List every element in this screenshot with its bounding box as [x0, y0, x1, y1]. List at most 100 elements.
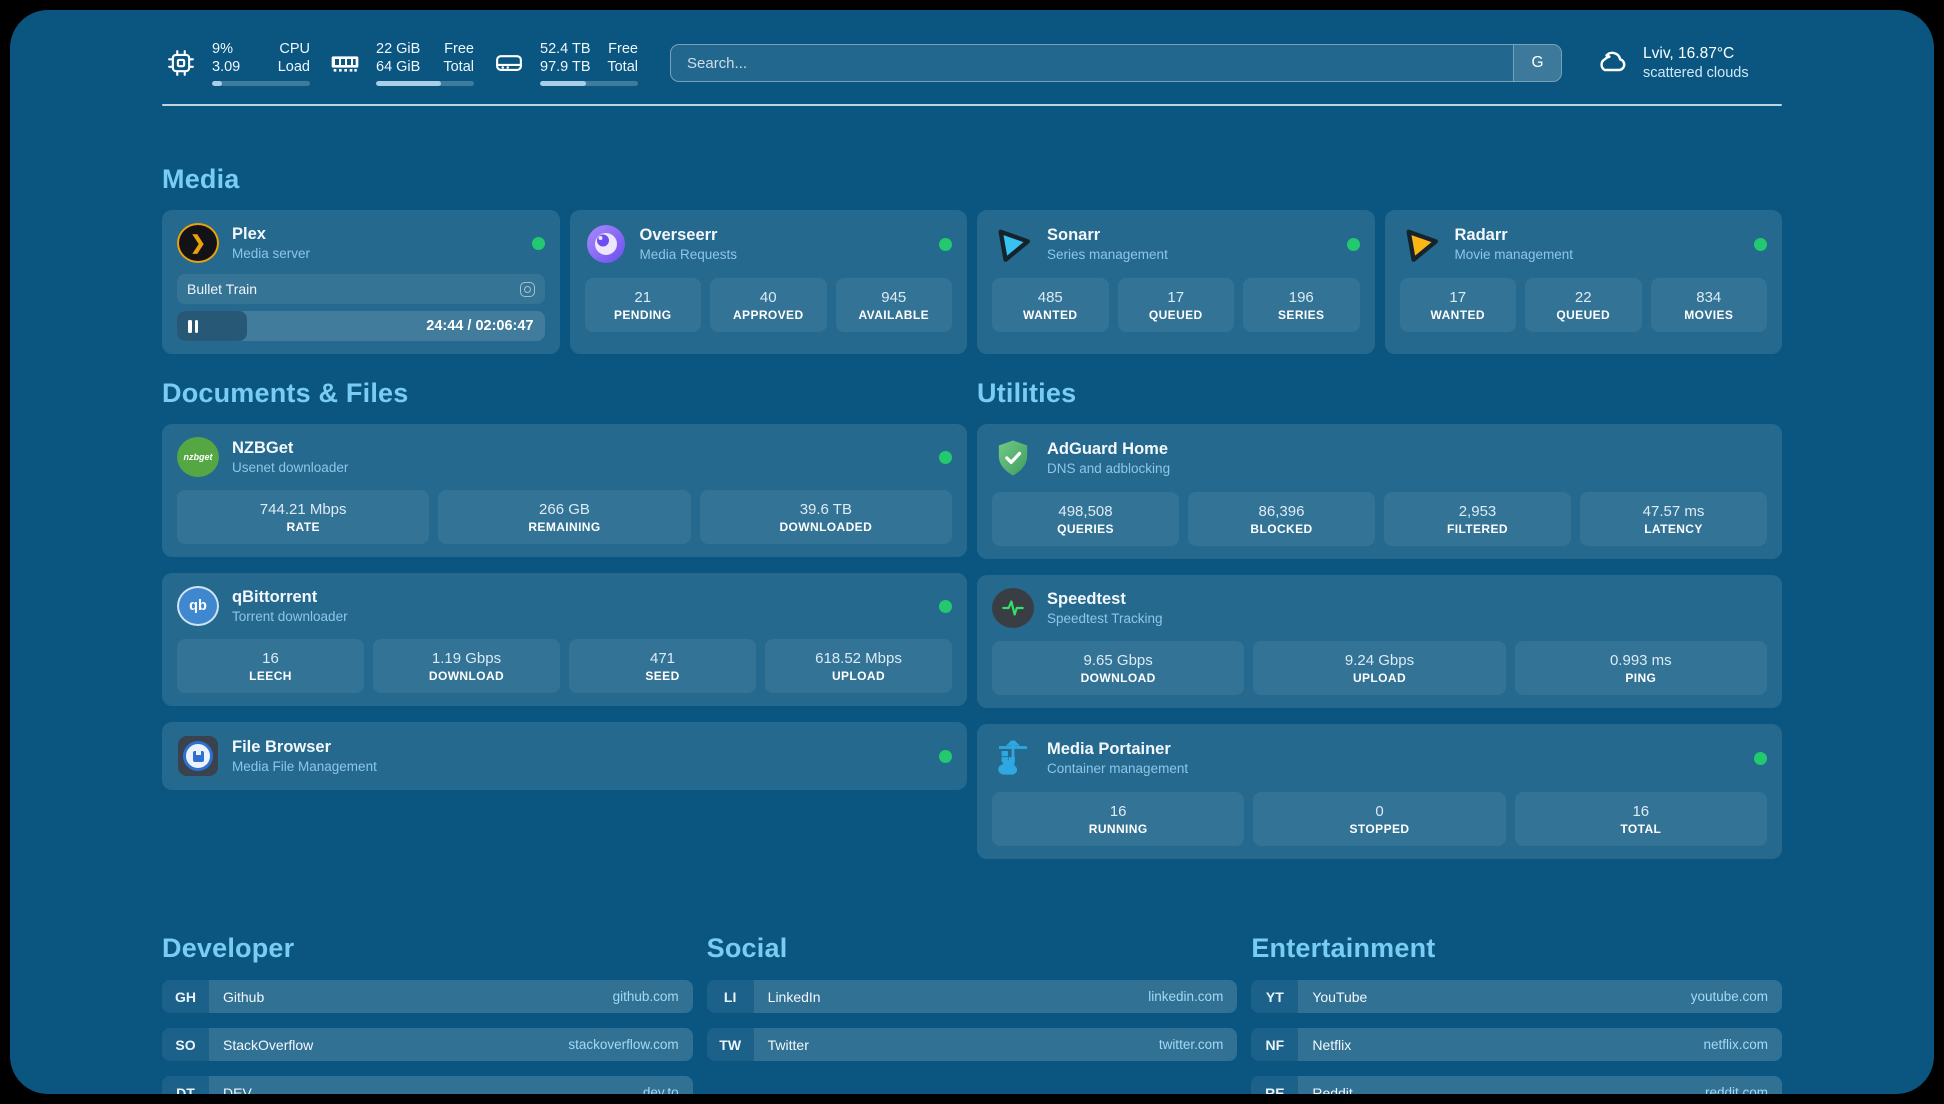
nzbget-card[interactable]: nzbget NZBGet Usenet downloader 744.21 M… [162, 424, 967, 557]
sonarr-icon [992, 223, 1034, 265]
link-url: reddit.com [1704, 1085, 1768, 1094]
link-abbr: YT [1251, 980, 1299, 1013]
portainer-stat-stopped: 0 STOPPED [1253, 792, 1506, 846]
stat-label: WANTED [1023, 307, 1078, 322]
stat-value: 2,953 [1458, 502, 1497, 520]
memory-progress-fill [376, 81, 441, 86]
section-social: Social LI LinkedIn linkedin.com TW Twitt… [706, 933, 1238, 1076]
social-section-title: Social [706, 933, 788, 963]
link-abbr: NF [1251, 1028, 1299, 1061]
link-url: dev.to [642, 1085, 679, 1094]
stat-value: 86,396 [1258, 502, 1305, 520]
link-url: linkedin.com [1148, 989, 1224, 1004]
sonarr-card[interactable]: Sonarr Series management 485 WANTED 17 Q… [977, 210, 1375, 354]
qbittorrent-status-dot [939, 599, 952, 613]
plex-name: Plex [232, 224, 266, 243]
nzbget-status-dot [939, 450, 952, 464]
filebrowser-icon [177, 735, 219, 777]
search-input[interactable] [671, 45, 1513, 81]
portainer-card[interactable]: Media Portainer Container management 16 … [977, 724, 1782, 859]
section-documents: Documents & Files nzbget NZBGet Usenet d… [162, 378, 967, 875]
sonarr-stat-wanted: 485 WANTED [992, 278, 1109, 332]
stat-value: 1.19 Gbps [431, 649, 502, 667]
link-stackoverflow[interactable]: SO StackOverflow stackoverflow.com [162, 1028, 693, 1061]
plex-now-playing-title: Bullet Train [187, 281, 258, 297]
stat-value: 834 [1696, 288, 1722, 306]
stat-value: 17 [1449, 288, 1467, 306]
stat-value: 0 [1375, 802, 1384, 820]
disk-stat: 52.4 TB 97.9 TB Free Total [490, 40, 638, 86]
nzbget-stat-remaining: 266 GB REMAINING [438, 490, 691, 544]
plex-player-row: 24:44 / 02:06:47 [177, 311, 545, 341]
section-utilities: Utilities AdGuard [977, 378, 1782, 875]
media-section-title: Media [162, 164, 240, 194]
link-twitter[interactable]: TW Twitter twitter.com [706, 1028, 1238, 1061]
stat-label: REMAINING [528, 519, 601, 534]
qbittorrent-card[interactable]: qb qBittorrent Torrent downloader 16 LEE… [162, 573, 967, 706]
radarr-subtitle: Movie management [1454, 246, 1574, 262]
stat-label: STOPPED [1349, 821, 1410, 836]
radarr-card[interactable]: Radarr Movie management 17 WANTED 22 QUE… [1384, 210, 1782, 354]
link-url: stackoverflow.com [568, 1037, 679, 1052]
sonarr-stat-queued: 17 QUEUED [1117, 278, 1234, 332]
link-name: DEV [223, 1084, 252, 1095]
stat-label: QUERIES [1057, 521, 1114, 536]
memory-free-value: 22 GiB [376, 41, 421, 57]
filebrowser-subtitle: Media File Management [232, 758, 377, 774]
link-url: youtube.com [1690, 989, 1768, 1004]
link-abbr: TW [706, 1028, 754, 1061]
stat-label: QUEUED [1148, 307, 1203, 322]
cpu-usage-value: 9% [212, 41, 233, 57]
adguard-name: AdGuard Home [1047, 439, 1169, 458]
link-abbr: DT [162, 1076, 209, 1094]
disk-free-value: 52.4 TB [540, 41, 591, 57]
overseerr-stat-available: 945 AVAILABLE [835, 278, 952, 332]
overseerr-status-dot [939, 237, 952, 251]
system-stats: 9% 3.09 CPU Load [162, 40, 638, 86]
link-name: Github [223, 988, 265, 1005]
adguard-stat-filtered: 2,953 FILTERED [1384, 492, 1571, 546]
stat-label: MOVIES [1684, 307, 1734, 322]
sonarr-status-dot [1346, 237, 1360, 251]
portainer-stat-running: 16 RUNNING [992, 792, 1245, 846]
stat-label: QUEUED [1556, 307, 1611, 322]
link-netflix[interactable]: NF Netflix netflix.com [1251, 1028, 1782, 1061]
stat-label: DOWNLOAD [428, 668, 505, 683]
link-name: Reddit [1312, 1084, 1353, 1095]
speedtest-name: Speedtest [1047, 589, 1126, 608]
stat-value: 618.52 Mbps [815, 649, 902, 667]
plex-card[interactable]: ❯ Plex Media server Bullet Train [162, 210, 560, 354]
memory-total-value: 64 GiB [376, 59, 421, 75]
overseerr-stat-pending: 21 PENDING [584, 278, 701, 332]
developer-section-title: Developer [162, 933, 295, 963]
search-provider-button[interactable]: G [1513, 45, 1561, 81]
overseerr-icon [585, 223, 627, 265]
link-linkedin[interactable]: LI LinkedIn linkedin.com [706, 980, 1238, 1013]
portainer-status-dot [1754, 751, 1767, 765]
stat-value: 471 [649, 649, 676, 667]
plex-subtitle: Media server [232, 245, 311, 261]
adguard-card[interactable]: AdGuard Home DNS and adblocking 498,508 … [977, 424, 1782, 559]
overseerr-card[interactable]: Overseerr Media Requests 21 PENDING 40 A… [569, 210, 967, 354]
link-github[interactable]: GH Github github.com [162, 980, 693, 1013]
link-abbr: LI [706, 980, 754, 1013]
link-youtube[interactable]: YT YouTube youtube.com [1251, 980, 1782, 1013]
stat-value: 744.21 Mbps [259, 500, 347, 518]
documents-section-title: Documents & Files [162, 378, 409, 408]
media-type-icon [519, 281, 535, 297]
plex-now-playing-row: Bullet Train [177, 274, 545, 304]
link-reddit[interactable]: RE Reddit reddit.com [1251, 1076, 1782, 1094]
topbar: 9% 3.09 CPU Load [162, 40, 1782, 86]
weather-widget: Lviv, 16.87°C scattered clouds [1594, 43, 1782, 84]
radarr-stat-movies: 834 MOVIES [1650, 278, 1767, 332]
stat-label: SERIES [1278, 307, 1325, 322]
stat-label: LATENCY [1644, 521, 1703, 536]
weather-location-temp: Lviv, 16.87°C [1643, 44, 1735, 62]
stat-value: 16 [262, 649, 279, 667]
filebrowser-card[interactable]: File Browser Media File Management [162, 722, 967, 790]
overseerr-subtitle: Media Requests [639, 246, 738, 262]
speedtest-card[interactable]: Speedtest Speedtest Tracking 9.65 Gbps D… [977, 575, 1782, 708]
stat-label: RATE [286, 519, 320, 534]
link-dev[interactable]: DT DEV dev.to [162, 1076, 693, 1094]
dashboard: 9% 3.09 CPU Load [10, 10, 1934, 1094]
